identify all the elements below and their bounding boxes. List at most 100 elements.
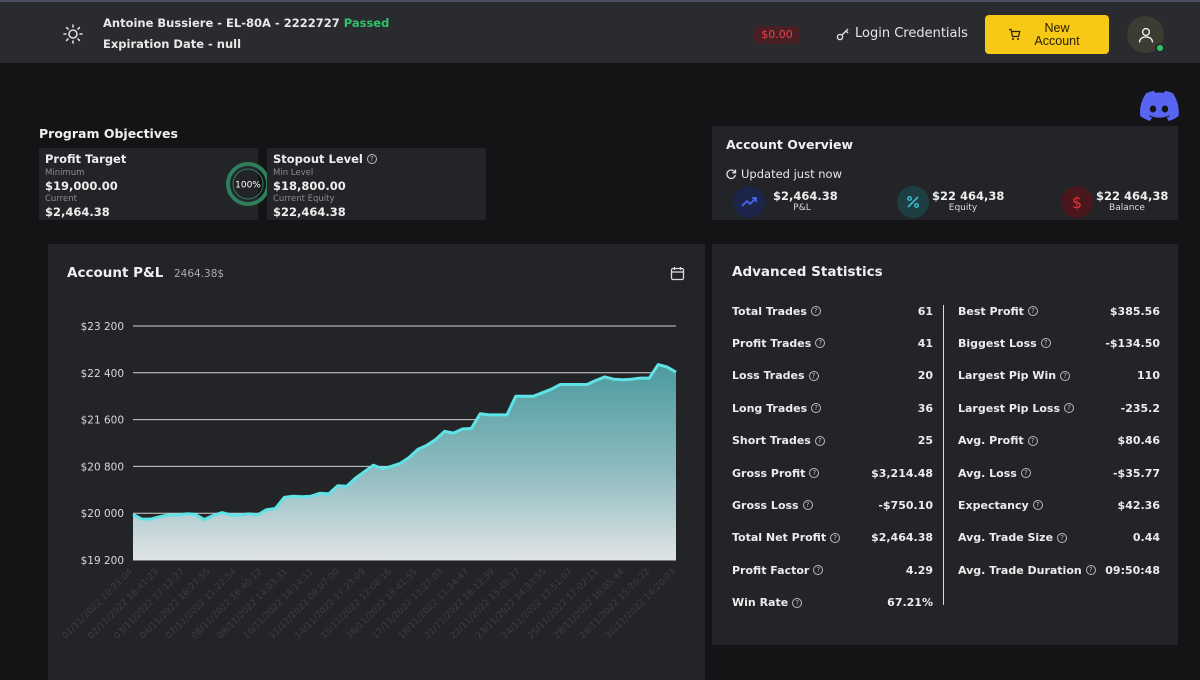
stat-value: -$35.77 — [1112, 466, 1160, 480]
stat-label-text: Profit Trades — [732, 336, 812, 350]
stat-row-right: Expectancy? $42.36 — [958, 497, 1160, 513]
profit-target-title: Profit Target — [45, 152, 127, 166]
stat-label-text: Total Trades — [732, 304, 807, 318]
account-name: Antoine Bussiere - EL-80A - 2222727 — [103, 16, 340, 30]
updated-status: Updated just now — [725, 167, 842, 181]
login-credentials-link[interactable]: Login Credentials — [836, 26, 968, 41]
help-icon[interactable]: ? — [813, 565, 824, 576]
calendar-icon[interactable] — [670, 266, 685, 281]
y-tick-label: $21 600 — [81, 415, 124, 427]
stat-label: Loss Trades? — [732, 369, 819, 382]
account-title: Antoine Bussiere - EL-80A - 2222727 Pass… — [103, 16, 389, 30]
new-account-button[interactable]: New Account — [985, 15, 1109, 54]
account-overview-card: Account Overview Updated just now $2,464… — [712, 126, 1178, 220]
stat-label: Gross Profit? — [732, 466, 820, 480]
help-icon[interactable]: ? — [1085, 565, 1096, 576]
new-account-label: New Account — [1034, 20, 1080, 48]
stat-label-text: Gross Loss — [732, 498, 799, 512]
help-icon[interactable]: ? — [802, 500, 813, 511]
stat-row-right: Largest Pip Win? 110 — [958, 368, 1160, 384]
help-icon[interactable]: ? — [1060, 370, 1071, 381]
stat-row-left: Loss Trades? 20 — [732, 368, 933, 384]
stat-row-right: Avg. Trade Size? 0.44 — [958, 530, 1160, 546]
stat-value: 67.21% — [887, 596, 933, 610]
help-icon[interactable]: ? — [808, 370, 819, 381]
percent-icon — [906, 195, 920, 209]
help-icon[interactable]: ? — [814, 435, 825, 446]
y-tick-label: $23 200 — [81, 321, 124, 333]
stopout-title: Stopout Level ? — [273, 152, 377, 166]
stat-value: 0.44 — [1132, 531, 1160, 545]
help-icon[interactable]: ? — [1032, 500, 1043, 511]
y-tick-label: $22 400 — [81, 368, 124, 380]
stat-value: -$134.50 — [1105, 336, 1160, 350]
stat-value: 41 — [917, 336, 933, 350]
stat-label: Expectancy? — [958, 499, 1043, 512]
stat-label: Avg. Profit? — [958, 434, 1038, 447]
help-icon[interactable]: ? — [809, 468, 820, 478]
stat-label: Win Rate? — [732, 596, 803, 609]
help-icon[interactable]: ? — [1020, 468, 1031, 478]
refresh-icon[interactable] — [725, 168, 737, 180]
trend-up-icon — [741, 197, 757, 207]
overview-balance: $ $22 464,38 Balance — [1061, 186, 1171, 220]
help-icon[interactable]: ? — [1027, 306, 1038, 316]
help-icon[interactable]: ? — [811, 403, 822, 414]
stat-label-text: Largest Pip Win — [958, 369, 1057, 383]
stat-label: Avg. Loss? — [958, 467, 1031, 480]
stat-label-text: Profit Factor — [732, 563, 810, 577]
stat-label-text: Gross Profit — [732, 466, 806, 480]
stat-value: 110 — [1137, 369, 1160, 383]
pnl-value: $2,464.38 — [773, 189, 838, 203]
help-icon[interactable]: ? — [1064, 403, 1075, 414]
help-icon[interactable]: ? — [810, 306, 821, 316]
stat-label-text: Biggest Loss — [958, 336, 1037, 350]
stat-label-text: Best Profit — [958, 304, 1024, 318]
help-icon[interactable]: ? — [1040, 338, 1051, 349]
help-icon[interactable]: ? — [830, 532, 841, 543]
balance-label: Balance — [1109, 203, 1145, 213]
stat-value: -235.2 — [1120, 401, 1160, 415]
help-icon[interactable]: ? — [815, 338, 826, 349]
program-objectives-title: Program Objectives — [39, 126, 178, 141]
pnl-chart: $19 200 $20 000 $20 800 $21 600 $22 400 $23 2… — [61, 321, 678, 641]
account-overview-title: Account Overview — [726, 137, 854, 152]
stat-label: Profit Trades? — [732, 336, 826, 350]
updated-label: Updated just now — [741, 167, 842, 181]
y-tick-label: $20 000 — [81, 508, 124, 520]
stat-value: $385.56 — [1109, 304, 1160, 318]
profit-target-current-label: Current — [45, 194, 77, 204]
stat-row-left: Gross Profit? $3,214.48 — [732, 465, 933, 481]
stat-row-right: Best Profit? $385.56 — [958, 303, 1160, 319]
stat-row-left: Short Trades? 25 — [732, 433, 933, 449]
stopout-current-label: Current Equity — [273, 194, 335, 204]
avatar[interactable] — [1127, 16, 1165, 53]
stat-label-text: Avg. Loss — [958, 466, 1017, 480]
help-icon[interactable]: ? — [1027, 435, 1038, 446]
overview-equity: $22 464,38 Equity — [897, 186, 1007, 220]
stat-row-left: Long Trades? 36 — [732, 400, 933, 416]
online-status-dot — [1155, 43, 1165, 53]
stat-value: 20 — [917, 369, 933, 383]
discord-icon[interactable] — [1139, 90, 1179, 122]
stat-value: 4.29 — [905, 563, 933, 577]
balance-badge: $0.00 — [754, 26, 800, 44]
stat-label: Long Trades? — [732, 402, 822, 415]
stat-label: Gross Loss? — [732, 499, 813, 512]
balance-value: $22 464,38 — [1096, 189, 1169, 203]
help-icon[interactable]: ? — [1057, 532, 1068, 543]
equity-label: Equity — [948, 203, 978, 213]
stat-row-left: Profit Factor? 4.29 — [732, 562, 933, 578]
help-icon[interactable]: ? — [792, 597, 803, 608]
help-icon[interactable]: ? — [366, 154, 377, 164]
pnl-title: Account P&L — [67, 265, 164, 281]
top-bar: Antoine Bussiere - EL-80A - 2222727 Pass… — [0, 0, 1200, 63]
stats-divider — [943, 305, 944, 605]
stat-row-left: Win Rate? 67.21% — [732, 595, 933, 611]
sun-icon[interactable] — [63, 24, 83, 44]
profit-target-current-value: $2,464.38 — [45, 205, 110, 219]
stat-row-right: Avg. Trade Duration? 09:50:48 — [958, 562, 1160, 578]
advanced-statistics-title: Advanced Statistics — [732, 264, 883, 280]
stat-label: Total Net Profit? — [732, 531, 841, 544]
stat-row-left: Gross Loss? -$750.10 — [732, 497, 933, 513]
